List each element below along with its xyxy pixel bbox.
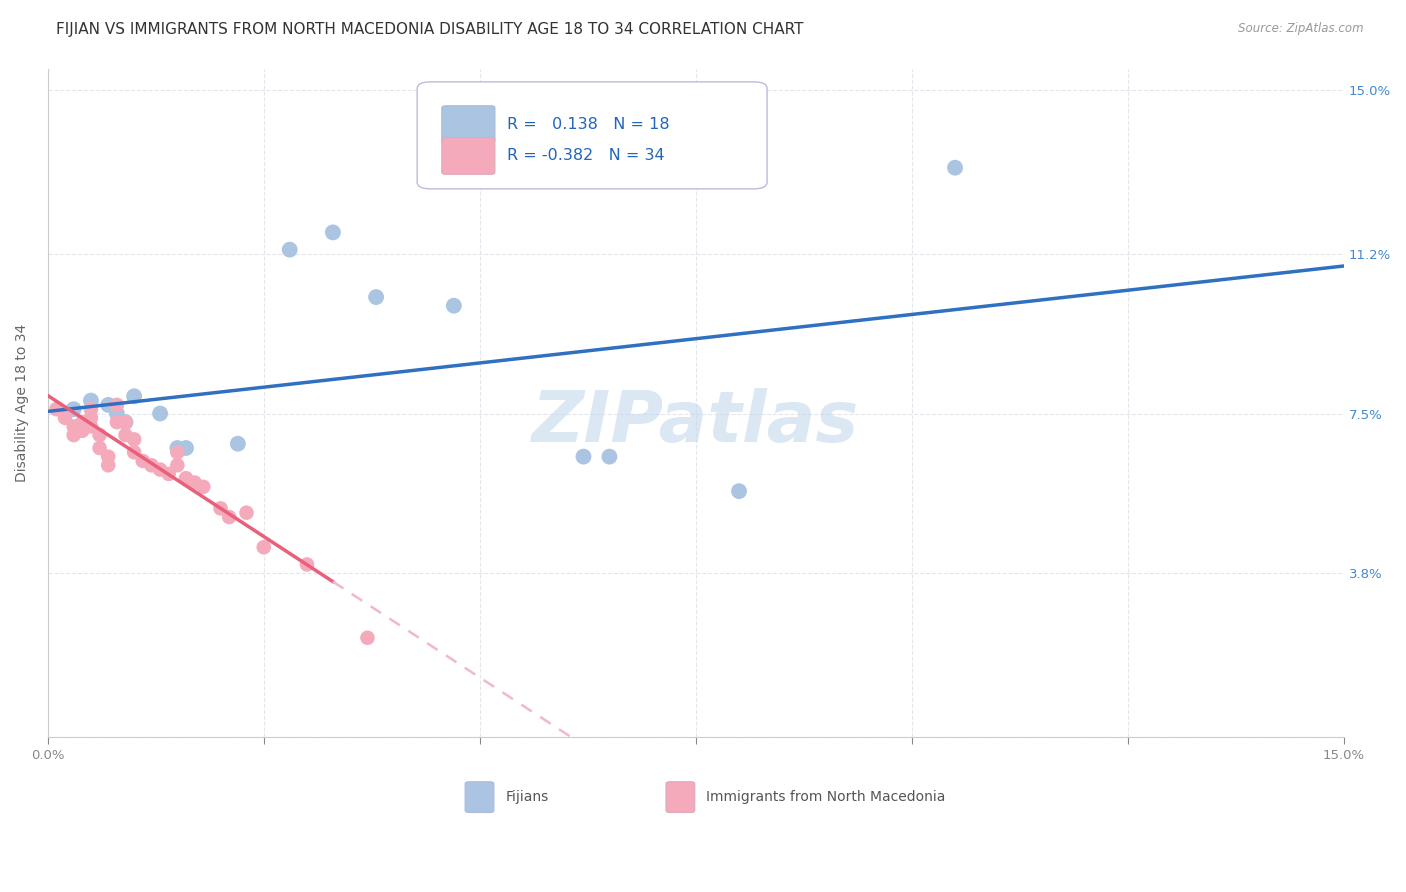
Point bbox=[132, 454, 155, 468]
Point bbox=[105, 415, 128, 429]
Point bbox=[80, 410, 103, 425]
Point bbox=[226, 436, 249, 450]
Point bbox=[183, 475, 205, 490]
Point bbox=[166, 458, 188, 473]
Point bbox=[166, 445, 188, 459]
Point bbox=[62, 428, 84, 442]
Point bbox=[728, 484, 751, 499]
Y-axis label: Disability Age 18 to 34: Disability Age 18 to 34 bbox=[15, 324, 30, 482]
Point bbox=[45, 402, 67, 417]
Point bbox=[53, 410, 76, 425]
Point bbox=[443, 299, 465, 313]
Point bbox=[97, 398, 120, 412]
Point bbox=[89, 428, 111, 442]
Point bbox=[62, 402, 84, 417]
Point bbox=[72, 415, 94, 429]
Point bbox=[114, 428, 136, 442]
Point bbox=[356, 631, 378, 645]
FancyBboxPatch shape bbox=[441, 137, 495, 174]
Point bbox=[114, 415, 136, 429]
Point bbox=[72, 424, 94, 438]
Point bbox=[166, 441, 188, 455]
Point bbox=[366, 290, 388, 304]
Point bbox=[97, 458, 120, 473]
Point bbox=[943, 161, 966, 175]
Point bbox=[572, 450, 595, 464]
Point bbox=[193, 480, 215, 494]
Point bbox=[149, 407, 172, 421]
FancyBboxPatch shape bbox=[418, 82, 768, 189]
Point bbox=[105, 398, 128, 412]
Point bbox=[235, 506, 257, 520]
Point bbox=[80, 402, 103, 417]
Point bbox=[253, 540, 276, 554]
Text: FIJIAN VS IMMIGRANTS FROM NORTH MACEDONIA DISABILITY AGE 18 TO 34 CORRELATION CH: FIJIAN VS IMMIGRANTS FROM NORTH MACEDONI… bbox=[56, 22, 804, 37]
Point bbox=[209, 501, 232, 516]
Point bbox=[97, 450, 120, 464]
FancyBboxPatch shape bbox=[441, 106, 495, 143]
Point bbox=[322, 226, 344, 240]
Point bbox=[218, 510, 240, 524]
Text: R =   0.138   N = 18: R = 0.138 N = 18 bbox=[506, 117, 669, 132]
Point bbox=[122, 389, 145, 403]
Point bbox=[105, 407, 128, 421]
FancyBboxPatch shape bbox=[465, 781, 494, 813]
Point bbox=[149, 462, 172, 476]
Point bbox=[174, 441, 197, 455]
Point bbox=[114, 415, 136, 429]
Point bbox=[80, 393, 103, 408]
Point bbox=[278, 243, 301, 257]
Point bbox=[141, 458, 163, 473]
FancyBboxPatch shape bbox=[666, 781, 695, 813]
Text: ZIPatlas: ZIPatlas bbox=[531, 388, 859, 458]
Point bbox=[295, 558, 318, 572]
Point bbox=[62, 419, 84, 434]
Text: Fijians: Fijians bbox=[506, 790, 548, 804]
Text: R = -0.382   N = 34: R = -0.382 N = 34 bbox=[506, 148, 664, 163]
Text: Source: ZipAtlas.com: Source: ZipAtlas.com bbox=[1239, 22, 1364, 36]
Point bbox=[174, 471, 197, 485]
Point bbox=[80, 419, 103, 434]
Point bbox=[122, 445, 145, 459]
Point bbox=[598, 450, 620, 464]
Point bbox=[157, 467, 180, 481]
Point bbox=[122, 433, 145, 447]
Point bbox=[89, 441, 111, 455]
Text: Immigrants from North Macedonia: Immigrants from North Macedonia bbox=[706, 790, 946, 804]
